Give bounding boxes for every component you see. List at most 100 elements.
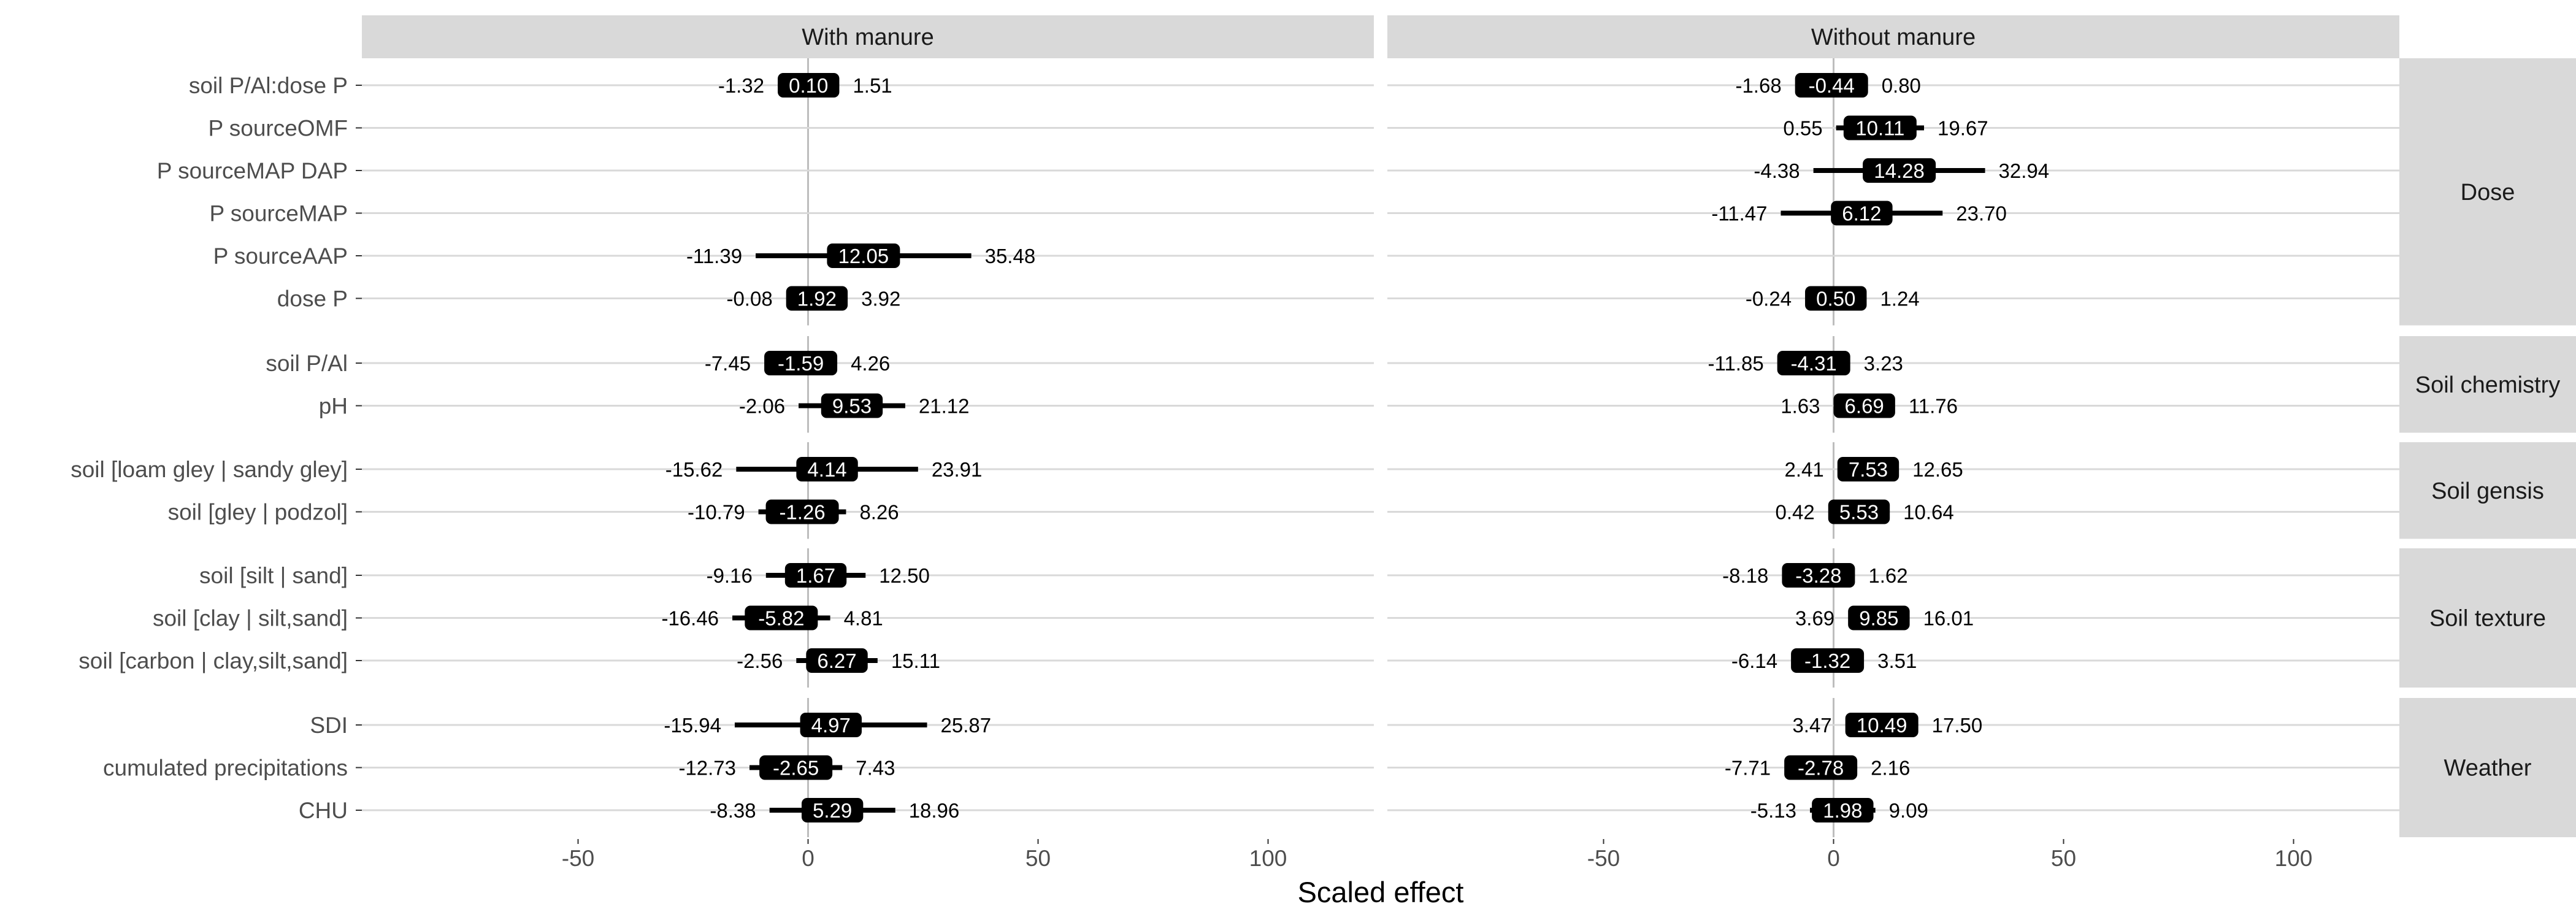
x-tick-label: 50 [1025,846,1051,871]
estimate-label: -3.28 [1795,564,1841,587]
y-tick-label: P sourceOMF [208,116,348,141]
ci-low-label: -11.47 [1711,202,1767,225]
ci-high-label: 8.26 [859,501,899,524]
ci-low-label: -1.32 [718,74,764,97]
ci-high-label: 32.94 [1999,159,2050,182]
ci-high-label: 35.48 [985,245,1036,267]
ci-low-label: -8.18 [1722,564,1768,587]
estimate-label-box [745,605,818,631]
ci-high-label: 10.64 [1903,501,1954,524]
estimate-label-box [765,499,839,524]
y-tick-label: pH [319,394,348,419]
ci-high-label: 18.96 [909,799,960,822]
ci-high-label: 15.11 [891,650,940,672]
estimate-label: 6.12 [1842,202,1881,225]
ci-low-label: -0.08 [726,288,772,310]
estimate-label-box [801,798,864,822]
ci-high-label: 16.01 [1923,607,1974,630]
estimate-label: 9.53 [832,395,872,418]
x-tick-label: -50 [562,846,594,871]
y-tick-label: P sourceAAP [213,243,348,269]
y-tick-label: SDI [310,713,348,738]
ci-high-label: 4.26 [851,352,890,375]
panel-strip [362,15,1374,58]
ci-high-label: 23.70 [1956,202,2007,225]
ci-low-label: 3.47 [1792,714,1831,737]
ci-low-label: 2.41 [1785,458,1824,481]
x-tick-label: 0 [802,846,815,871]
ci-high-label: 12.50 [879,564,930,587]
ci-high-label: 0.80 [1882,74,1921,97]
estimate-label: 6.69 [1845,395,1884,418]
estimate-label-box [796,457,858,481]
ci-low-label: -11.85 [1708,352,1764,375]
y-tick-label: soil [clay | silt,sand] [153,606,348,631]
ci-high-label: 7.43 [856,757,895,780]
group-title: Dose [2461,180,2515,205]
x-tick-label: 50 [2051,846,2076,871]
x-tick-label: 100 [1249,846,1287,871]
estimate-label: 1.98 [1823,799,1862,822]
y-tick-label: soil [silt | sand] [199,563,348,588]
estimate-label: 1.92 [797,288,837,310]
ci-low-label: -8.38 [710,799,756,822]
group-title: Soil texture [2429,606,2546,632]
ci-high-label: 23.91 [932,458,983,481]
group-strip [2399,336,2576,433]
estimate-label-box [1828,499,1890,524]
estimate-label-box [806,648,868,673]
ci-low-label: -12.73 [678,757,736,780]
ci-high-label: 3.92 [861,288,900,310]
ci-high-label: 1.51 [853,74,892,97]
y-tick-label: soil P/Al [266,351,348,376]
group-strip [2399,442,2576,539]
x-axis-title: Scaled effect [1298,876,1464,908]
estimate-label: 4.14 [807,458,846,481]
estimate-label-box [786,286,848,311]
estimate-label-box [827,243,900,268]
ci-low-label: 1.63 [1781,395,1820,418]
ci-low-label: -6.14 [1731,650,1777,672]
estimate-label: -4.31 [1791,352,1837,375]
estimate-label: 9.85 [1859,607,1898,630]
y-tick-label: cumulated precipitations [103,756,348,781]
group-title: Weather [2444,756,2532,781]
estimate-label: 0.50 [1816,288,1855,310]
ci-low-label: 0.55 [1783,117,1822,140]
estimate-label-box [778,73,840,98]
ci-high-label: 1.24 [1880,288,1919,310]
estimate-label: -2.65 [773,757,819,780]
ci-low-label: -2.06 [739,395,785,418]
ci-low-label: -1.68 [1735,74,1781,97]
ci-high-label: 3.51 [1877,650,1917,672]
estimate-label: -2.78 [1798,757,1844,780]
estimate-label: 5.53 [1839,501,1879,524]
panel-title: Without manure [1811,25,1976,50]
estimate-label: 5.29 [813,799,852,822]
group-strip [2399,698,2576,837]
y-tick-label: P sourceMAP DAP [157,158,348,183]
ci-low-label: -15.94 [664,714,721,737]
group-title: Soil chemistry [2415,372,2561,398]
x-tick-label: -50 [1587,846,1620,871]
ci-low-label: -4.38 [1754,159,1800,182]
estimate-label-box [1782,563,1855,588]
ci-high-label: 25.87 [941,714,992,737]
estimate-label: 6.27 [817,650,856,672]
x-tick-label: 0 [1827,846,1840,871]
y-tick-label: dose P [277,286,348,312]
estimate-label-box [1784,755,1858,780]
estimate-label: -1.26 [779,501,825,524]
x-tick-label: 100 [2275,846,2313,871]
ci-high-label: 17.50 [1932,714,1983,737]
group-strip [2399,58,2576,326]
estimate-label-box [759,755,833,780]
estimate-label: 10.11 [1855,117,1904,140]
panel-strip [1387,15,2399,58]
ci-high-label: 19.67 [1938,117,1988,140]
estimate-label: 0.10 [789,74,828,97]
group-strip [2399,548,2576,688]
estimate-label: -1.59 [778,352,824,375]
ci-high-label: 9.09 [1889,799,1928,822]
